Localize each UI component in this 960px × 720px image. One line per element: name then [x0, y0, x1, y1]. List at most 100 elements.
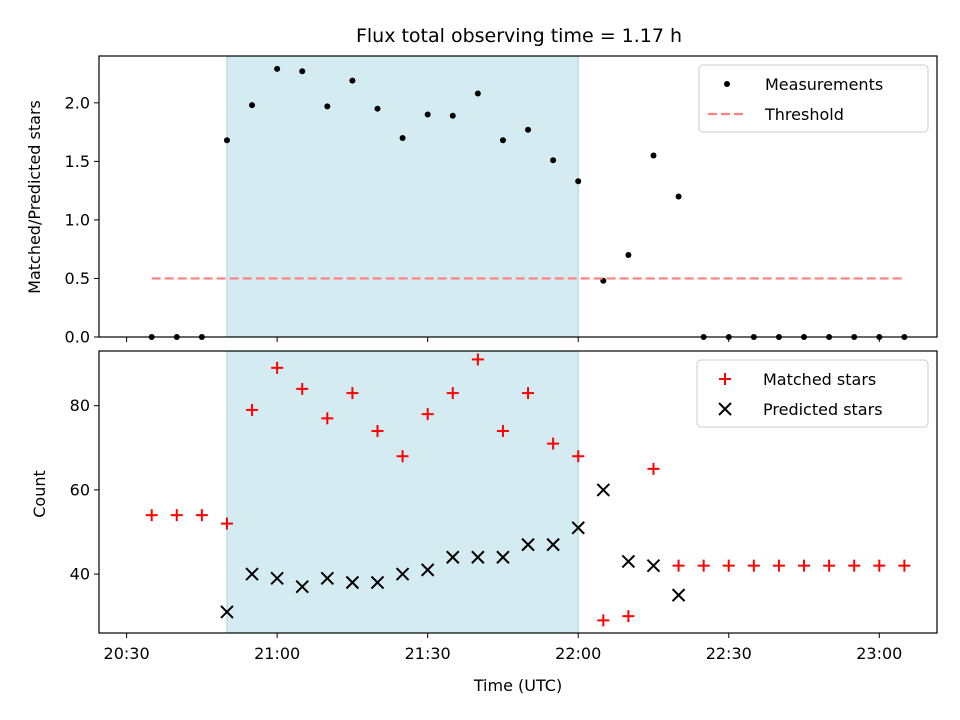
bottom-series0-point	[848, 559, 861, 572]
bottom-series1-point-b	[546, 537, 560, 552]
bottom-xtick-label: 21:30	[405, 644, 451, 663]
top-series0-point	[675, 193, 682, 200]
bottom-series0-point	[421, 408, 434, 421]
bottom-axes-frame	[98, 350, 938, 634]
bottom-series1-point	[496, 550, 510, 564]
bottom-series0-point	[246, 403, 259, 416]
bottom-series1-point	[270, 571, 284, 585]
bottom-series1-point	[370, 575, 385, 590]
bottom-series1-point-b	[496, 550, 510, 564]
bottom-series1-point-b	[345, 575, 360, 590]
bottom-series1-point	[671, 588, 686, 602]
bottom-series0-point	[572, 450, 585, 463]
top-ytick-label: 0.5	[65, 269, 90, 288]
bottom-series0-point	[898, 559, 911, 572]
top-series0-point	[550, 157, 557, 164]
bottom-series0-point	[321, 412, 334, 425]
top-series0-point	[499, 137, 506, 144]
bottom-series1-point-b	[521, 537, 535, 552]
bottom-series1-point-b	[320, 571, 335, 585]
bottom-series1-point-b	[370, 575, 385, 590]
bottom-series0-point	[672, 559, 685, 572]
bottom-series0-point	[747, 559, 760, 572]
bottom-series0-point	[772, 559, 785, 572]
bottom-series0-point	[547, 437, 560, 450]
bottom-legend-swatch	[718, 402, 732, 416]
bottom-series1-point	[420, 563, 435, 577]
bottom-series0-point	[823, 559, 836, 572]
bottom-series1-point-b	[471, 550, 485, 564]
bottom-series1-point-b	[220, 605, 234, 619]
top-axes-frame	[98, 55, 938, 338]
bottom-legend-swatch	[719, 373, 731, 385]
chart-title: Flux total observing time = 1.17 h	[356, 25, 682, 47]
bottom-series1-point-b	[446, 550, 460, 564]
bottom-series1-point-b	[245, 567, 259, 581]
bottom-y-axis-label: Count	[30, 470, 49, 518]
top-legend-box	[698, 64, 929, 133]
bottom-xtick-label: 20:30	[104, 644, 150, 663]
bottom-xtick-label: 21:00	[254, 644, 300, 663]
bottom-series0-point	[446, 387, 459, 400]
bottom-series0-point	[195, 509, 208, 522]
bottom-series1-point-b	[571, 521, 585, 535]
bottom-series1-point	[521, 537, 535, 552]
top-series0-point	[349, 77, 356, 84]
bottom-series1-point	[471, 550, 485, 564]
bottom-legend: Matched stars Predicted stars	[696, 359, 929, 428]
bottom-series1-point	[546, 537, 560, 552]
top-series0-point	[223, 137, 230, 144]
bottom-series1-point	[446, 550, 460, 564]
bottom-series0-point	[471, 353, 484, 366]
top-legend-label: Threshold	[764, 105, 844, 124]
bottom-series0-point	[697, 559, 710, 572]
top-series0-point	[249, 102, 256, 109]
top-series0-point	[399, 134, 406, 141]
bottom-legend-label: Predicted stars	[763, 400, 883, 419]
bottom-series1-point-b	[596, 483, 611, 497]
bottom-series1-point-b	[295, 579, 309, 594]
top-series0-point	[650, 152, 657, 159]
bottom-series1-point-b	[671, 588, 686, 602]
bottom-series0-point	[271, 361, 284, 374]
top-series0-point	[424, 111, 431, 118]
bottom-series0-point	[798, 559, 811, 572]
top-ytick-label: 2.0	[65, 93, 90, 112]
bottom-series1-point-b	[395, 567, 410, 581]
top-panel: 0.0 0.5 1.0 1.5 2.0 Measurements Threshold	[65, 55, 938, 347]
bottom-legend-swatch-b	[718, 402, 732, 416]
bottom-xtick-label: 23:00	[856, 644, 902, 663]
bottom-xtick-label: 22:30	[706, 644, 752, 663]
top-ytick-label: 1.5	[65, 152, 90, 171]
top-series0-point	[474, 90, 481, 97]
top-legend-swatch	[724, 81, 730, 87]
top-series0-point	[299, 68, 306, 75]
bottom-series0-point	[145, 509, 158, 522]
bottom-series0-point	[647, 462, 660, 475]
top-series0-point	[274, 65, 281, 72]
bottom-series1-point	[596, 483, 611, 497]
bottom-series0-point	[396, 450, 409, 463]
bottom-series0-point	[873, 559, 886, 572]
bottom-ytick-label: 60	[70, 480, 90, 499]
top-series0-point	[374, 105, 381, 112]
bottom-series1-point	[220, 605, 234, 619]
x-axis-label: Time (UTC)	[473, 676, 562, 695]
bottom-series0-point	[346, 387, 359, 400]
bottom-series0-point	[622, 610, 635, 623]
bottom-series0-point	[170, 509, 183, 522]
bottom-series1-point	[245, 567, 259, 581]
top-y-axis-label: Matched/Predicted stars	[25, 100, 44, 294]
bottom-series1-point	[621, 554, 636, 569]
bottom-xtick-label: 22:00	[555, 644, 601, 663]
top-shaded-span	[226, 55, 579, 338]
bottom-series1-point	[571, 521, 585, 535]
bottom-series1-point	[646, 558, 661, 573]
bottom-series0-point	[597, 614, 610, 627]
bottom-series0-point	[496, 424, 509, 437]
top-legend-label: Measurements	[765, 75, 883, 94]
bottom-series1-point-b	[270, 571, 284, 585]
top-series0-point	[449, 112, 456, 119]
bottom-shaded-span	[226, 350, 579, 634]
